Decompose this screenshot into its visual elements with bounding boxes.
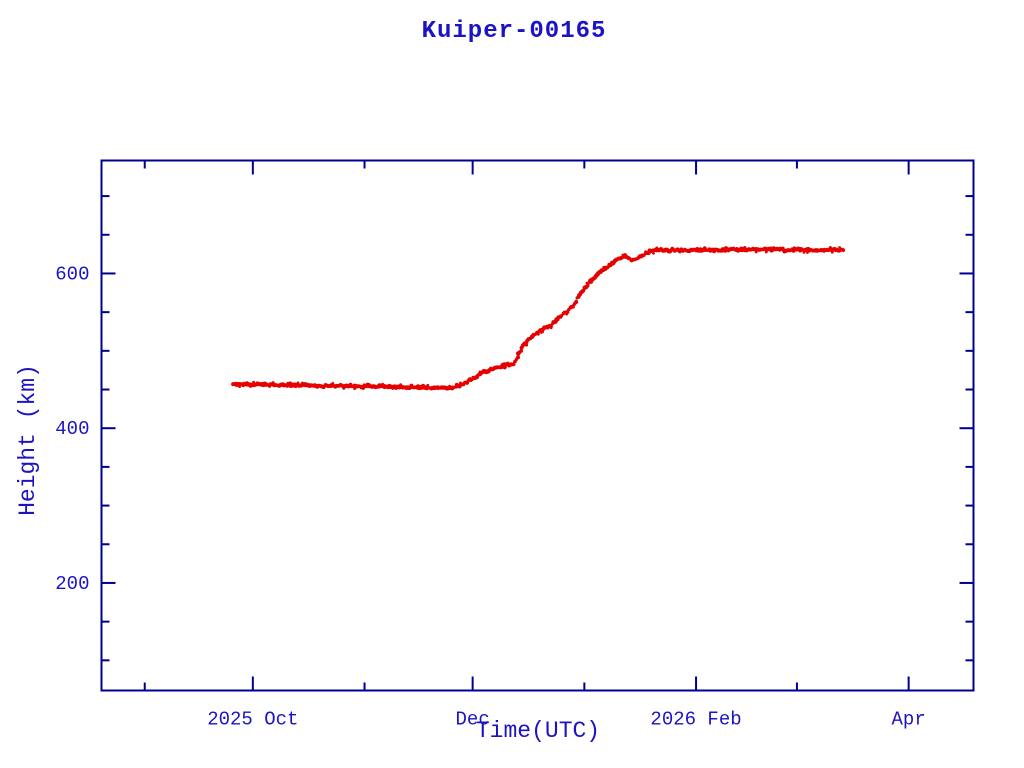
x-tick-label: 2026 Feb <box>650 708 741 730</box>
data-point <box>574 300 579 304</box>
data-point <box>519 349 523 353</box>
data-point <box>841 248 846 253</box>
y-axis-label: Height (km) <box>15 364 41 516</box>
y-tick-label: 200 <box>55 573 89 595</box>
x-tick-label: Dec <box>456 708 490 730</box>
y-tick-label: 400 <box>55 418 89 440</box>
y-tick-label: 600 <box>55 263 89 285</box>
data-point <box>331 382 335 385</box>
data-point <box>322 385 326 389</box>
data-point <box>516 355 520 360</box>
x-axis-label: Time(UTC) <box>475 718 601 744</box>
data-point <box>586 283 590 287</box>
data-point <box>537 332 540 336</box>
x-tick-label: Apr <box>892 708 926 730</box>
data-point <box>426 383 430 387</box>
data-point <box>541 330 544 334</box>
x-tick-label: 2025 Oct <box>207 708 298 730</box>
data-point <box>838 246 841 249</box>
data-point <box>754 250 758 254</box>
data-point <box>577 296 581 299</box>
chart-title: Kuiper-00165 <box>421 18 607 45</box>
data-point <box>238 385 242 388</box>
plot-frame <box>100 159 975 692</box>
series-markers-red <box>231 246 846 391</box>
data-point <box>252 380 256 384</box>
data-point <box>652 251 655 255</box>
data-point <box>525 343 529 347</box>
data-point <box>448 384 451 388</box>
series-line-cyan <box>232 248 844 390</box>
data-point <box>549 326 553 330</box>
